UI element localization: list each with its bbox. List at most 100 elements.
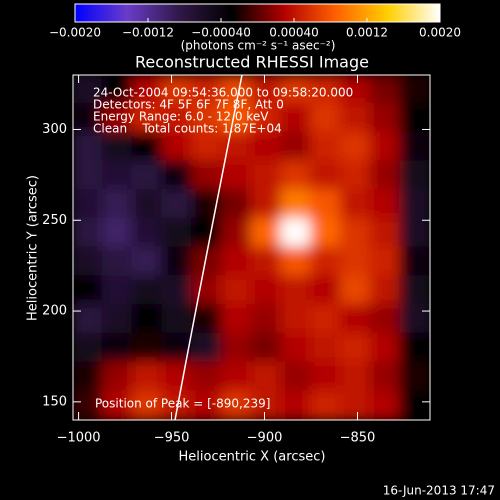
heatmap-cell (339, 189, 372, 220)
heatmap-cell (369, 332, 402, 364)
heatmap-cell (280, 131, 312, 163)
colorbar-label: (photons cm⁻² s⁻¹ asec⁻²) (181, 39, 336, 53)
heatmap-cell (73, 246, 104, 278)
heatmap-cell (220, 246, 253, 278)
heatmap-cell (399, 75, 430, 105)
heatmap-cell (161, 217, 193, 249)
solar-limb (174, 74, 243, 421)
heatmap-cell (73, 189, 104, 220)
heatmap-cell (131, 332, 164, 364)
heatmap-cell (369, 160, 402, 191)
heatmap-cell (310, 189, 342, 220)
heatmap-cell (250, 131, 283, 163)
heatmap-cell (161, 332, 193, 364)
heatmap-cell (161, 102, 193, 134)
heatmap-cell (339, 275, 372, 306)
heatmap-cell (131, 75, 164, 105)
heatmap-cell (280, 189, 312, 220)
y-tick-label: 200 (42, 304, 67, 319)
x-tick-label: −850 (340, 431, 376, 446)
heatmap-cell (191, 217, 223, 249)
plot-frame (72, 74, 431, 421)
colorbar-tick-label: −0.0020 (49, 26, 101, 40)
heatmap-cell (101, 75, 134, 105)
heatmap-cell (191, 390, 223, 420)
heatmap-cell (191, 189, 223, 220)
heatmap-cell (369, 217, 402, 249)
heatmap-cell (101, 304, 134, 335)
heatmap-cell (73, 102, 104, 134)
heatmap-cell (220, 304, 253, 335)
heatmap-cell (101, 246, 134, 278)
heatmap-cell (399, 189, 430, 220)
heatmap-cell (310, 246, 342, 278)
heatmap-cell (131, 304, 164, 335)
heatmap-cell (339, 390, 372, 420)
heatmap-cell (369, 361, 402, 393)
heatmap-cell (250, 102, 283, 134)
heatmap-cell (131, 217, 164, 249)
heatmap-cell (131, 131, 164, 163)
heatmap-cell (280, 361, 312, 393)
heatmap-cell (191, 102, 223, 134)
heatmap-cell (161, 361, 193, 393)
heatmap-cell (399, 217, 430, 249)
heatmap-cell (191, 275, 223, 306)
heatmap-cell (131, 189, 164, 220)
heatmap-cell (310, 390, 342, 420)
heatmap-cell (131, 102, 164, 134)
heatmap-cell (73, 131, 104, 163)
heatmap-cell (310, 75, 342, 105)
heatmap-cell (310, 275, 342, 306)
heatmap-cell (250, 304, 283, 335)
heatmap-cell (399, 102, 430, 134)
heatmap-cell (101, 160, 134, 191)
heatmap-cell (339, 217, 372, 249)
heatmap-cell (250, 160, 283, 191)
colorbar-tick-label: 0.0012 (346, 26, 388, 40)
heatmap-cell (399, 361, 430, 393)
heatmap-cell (101, 217, 134, 249)
heatmap-cell (399, 390, 430, 420)
heatmap-cell (220, 361, 253, 393)
heatmap-cell (310, 361, 342, 393)
annotation: 24-Oct-2004 09:54:36.000 to 09:58:20.000 (93, 86, 353, 100)
heatmap-cell (131, 361, 164, 393)
heatmap-cell (250, 275, 283, 306)
heatmap-cell (73, 332, 104, 364)
heatmap-cell (101, 361, 134, 393)
annotation: Energy Range: 6.0 - 12.0 keV (93, 110, 269, 124)
chart-title: Reconstructed RHESSI Image (135, 53, 369, 72)
heatmap-cell (280, 390, 312, 420)
heatmap-cell (101, 332, 134, 364)
heatmap-cell (250, 390, 283, 420)
heatmap-cell (280, 246, 312, 278)
annotation: Clean Total counts: 1.87E+04 (93, 122, 282, 136)
heatmap-cell (280, 160, 312, 191)
heatmap-cell (220, 332, 253, 364)
heatmap-cell (369, 304, 402, 335)
heatmap-cell (73, 160, 104, 191)
heatmap-cell (161, 304, 193, 335)
colorbar-tick-label: 0.00040 (269, 26, 319, 40)
peak-label: Position of Peak = [-890,239] (95, 397, 270, 411)
heatmap-cell (369, 246, 402, 278)
heatmap-cell (399, 246, 430, 278)
heatmap-cell (220, 217, 253, 249)
heatmap-cell (73, 304, 104, 335)
heatmap-cell (191, 160, 223, 191)
heatmap-cell (220, 390, 253, 420)
heatmap-cell (250, 189, 283, 220)
heatmap-cell (191, 131, 223, 163)
colorbar (74, 3, 441, 23)
heatmap-cell (339, 246, 372, 278)
heatmap-cell (399, 160, 430, 191)
heatmap-cell (250, 217, 283, 249)
heatmap-cell (73, 361, 104, 393)
heatmap-cell (250, 332, 283, 364)
colorbar-tick-label: 0.0020 (419, 26, 461, 40)
heatmap-cell (280, 304, 312, 335)
heatmap-cell (131, 390, 164, 420)
x-axis-label: Heliocentric X (arcsec) (179, 450, 326, 465)
